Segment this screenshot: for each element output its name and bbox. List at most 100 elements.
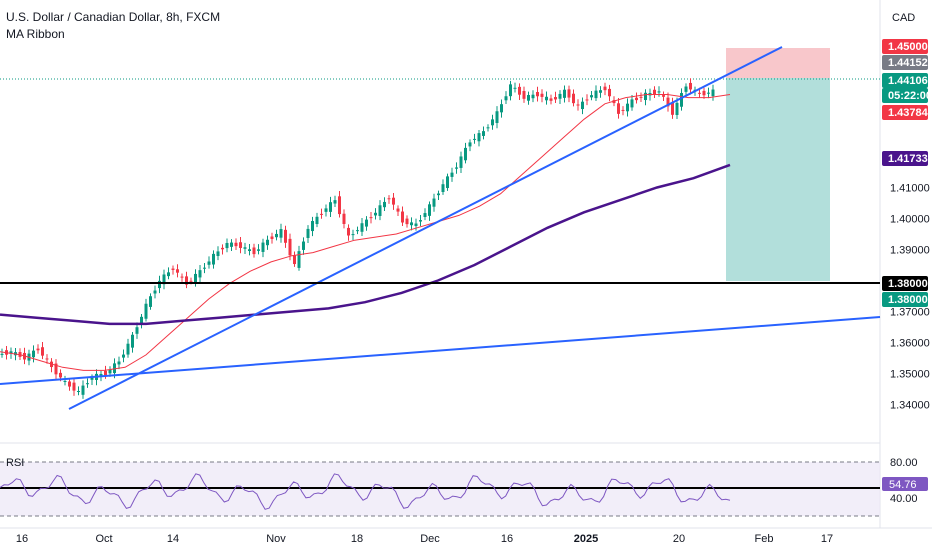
date-tick-label: Dec <box>420 533 440 545</box>
candle-body <box>621 109 625 111</box>
candle-body <box>401 211 404 223</box>
stop-loss-zone[interactable] <box>726 48 830 78</box>
price-tick-label: 1.39000 <box>890 245 930 257</box>
candle-body <box>450 172 454 177</box>
candle-body <box>311 221 314 232</box>
candle-body <box>257 249 260 251</box>
price-tag-bg <box>882 292 928 307</box>
ma-short-line <box>0 94 731 371</box>
candle-body <box>365 219 368 227</box>
candle-body <box>680 93 683 107</box>
rising-trendline[interactable] <box>68 46 783 410</box>
candle-body <box>212 253 215 265</box>
candle-body <box>563 89 566 98</box>
price-tick-label: 1.37000 <box>890 307 930 319</box>
candle-body <box>387 198 391 200</box>
candle-body <box>482 131 485 136</box>
price-tags: 1.45000 1.44152 1.44106 05:22:00 1.43784 1.41… <box>882 39 932 307</box>
price-tag-label: 1.45000 <box>888 41 928 53</box>
date-tick-label: 20 <box>673 533 685 545</box>
candle-body <box>581 101 584 110</box>
rsi-label: RSI <box>6 457 24 469</box>
candle-body <box>81 385 85 395</box>
candle-body <box>113 363 116 374</box>
price-tag-bg <box>882 73 928 88</box>
candle-body <box>171 268 175 270</box>
candle-body <box>518 86 521 95</box>
indicator-name[interactable]: MA Ribbon <box>6 27 65 41</box>
candle-body <box>653 89 656 95</box>
candle-body <box>630 99 634 108</box>
candle-body <box>639 96 643 98</box>
candle-body <box>572 93 575 104</box>
candle-body <box>626 103 629 112</box>
candle-body <box>428 204 431 216</box>
candle-body <box>500 104 503 113</box>
date-tick-label: 18 <box>351 533 363 545</box>
price-tag-label: 1.44106 <box>888 75 928 87</box>
price-tag-bg <box>882 88 928 103</box>
candle-body <box>266 239 269 246</box>
candle-body <box>441 184 445 192</box>
candle-body <box>189 280 193 282</box>
candle-body <box>419 220 422 222</box>
date-tick-label: 2025 <box>574 533 598 545</box>
candle-body <box>72 382 76 391</box>
candle-body <box>135 327 139 334</box>
candle-body <box>356 230 359 232</box>
candle-body <box>252 247 256 255</box>
candle-body <box>194 273 197 283</box>
take-profit-zone[interactable] <box>726 78 830 281</box>
price-tag-label: 1.38000 <box>888 278 928 290</box>
candle-body <box>275 233 278 238</box>
price-tag-label: 1.41733 <box>888 153 928 165</box>
candle-body <box>41 347 44 356</box>
price-tick-label: 1.40000 <box>890 214 930 226</box>
candle-body <box>594 90 598 99</box>
candle-body <box>329 202 332 212</box>
candle-body <box>347 227 350 236</box>
candle-body <box>698 92 701 94</box>
candle-body <box>549 98 553 101</box>
candle-body <box>342 213 346 224</box>
candle-body <box>261 242 265 252</box>
candle-body <box>540 93 544 97</box>
date-tick-label: 16 <box>501 533 513 545</box>
candle-body <box>239 242 242 248</box>
candle-body <box>167 272 170 277</box>
long-trendline[interactable] <box>0 316 881 385</box>
candle-body <box>378 205 382 216</box>
candle-body <box>473 138 476 140</box>
candle-body <box>477 133 481 142</box>
candle-body <box>608 88 611 97</box>
candle-body <box>131 334 134 348</box>
candle-body <box>527 95 530 101</box>
candle-body <box>90 377 94 380</box>
candle-body <box>396 208 400 212</box>
candle-body <box>320 213 323 215</box>
candle-body <box>711 89 715 97</box>
candle-body <box>333 200 337 204</box>
candle-body <box>671 102 674 115</box>
candle-body <box>117 361 121 365</box>
candle-body <box>432 198 436 207</box>
candle-body <box>315 216 319 225</box>
candle-body <box>536 92 539 97</box>
candle-body <box>77 391 80 393</box>
candle-body <box>203 267 206 269</box>
candle-body <box>243 247 247 249</box>
price-tag-bg <box>882 105 928 120</box>
symbol-title: U.S. Dollar / Canadian Dollar, 8h, FXCM <box>6 10 221 24</box>
rsi-line <box>0 473 731 510</box>
price-tag-label: 05:22:00 <box>888 90 932 102</box>
rsi-value-tag <box>882 477 928 491</box>
price-tick-label: 1.35000 <box>890 369 930 381</box>
candle-body <box>617 103 620 114</box>
candle-body <box>675 102 679 115</box>
candle-body <box>297 251 301 268</box>
candle-body <box>86 383 89 385</box>
candle-body <box>351 234 355 236</box>
candle-body <box>374 212 377 216</box>
candle-body <box>495 111 499 124</box>
